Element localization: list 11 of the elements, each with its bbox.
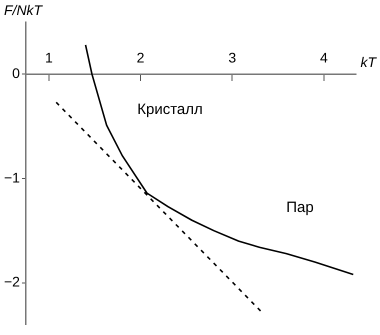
y-tick-label: −1 xyxy=(4,169,20,186)
y-tick-label: 0 xyxy=(12,65,20,82)
y-axis-title: F/NkT xyxy=(4,2,44,18)
x-tick-label: 4 xyxy=(320,49,328,66)
x-tick-label: 3 xyxy=(228,49,236,66)
x-axis-title: kT xyxy=(360,54,378,70)
annotation: Пар xyxy=(286,199,314,216)
x-tick-label: 1 xyxy=(44,49,53,66)
y-tick-label: −2 xyxy=(4,274,20,290)
x-tick-label: 2 xyxy=(136,49,145,66)
annotation: Кристалл xyxy=(137,101,203,118)
